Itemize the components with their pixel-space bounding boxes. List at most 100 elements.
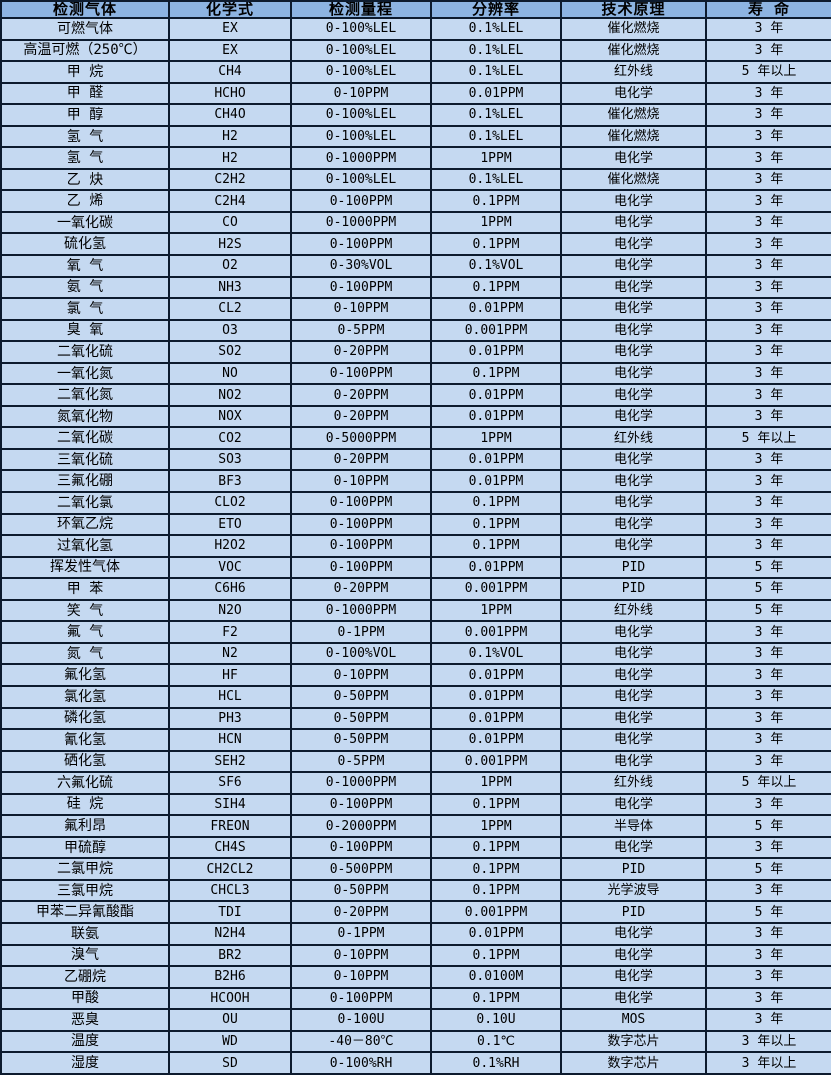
table-row: 氢 气 H2 0-1000PPM 1PPM 电化学 3 年 bbox=[0, 146, 831, 170]
cell-gas-name: 氢 气 bbox=[0, 146, 170, 170]
cell-chemical-formula: CO bbox=[168, 210, 292, 235]
table-row: 二氧化硫 SO2 0-20PPM 0.01PPM 电化学 3 年 bbox=[0, 340, 831, 364]
cell-lifespan: 3 年 bbox=[705, 404, 831, 429]
cell-detection-range: 0-5PPM bbox=[290, 318, 432, 343]
cell-chemical-formula: HCHO bbox=[168, 81, 292, 106]
cell-technology-principle: 电化学 bbox=[560, 620, 707, 644]
cell-lifespan: 3 年以上 bbox=[705, 1051, 831, 1075]
cell-technology-principle: 电化学 bbox=[560, 361, 707, 386]
table-row: 甲苯二异氰酸酯 TDI 0-20PPM 0.001PPM PID 5 年 bbox=[0, 900, 831, 924]
cell-technology-principle: 光学波导 bbox=[560, 878, 707, 903]
cell-resolution: 1PPM bbox=[430, 598, 562, 623]
cell-chemical-formula: CH4S bbox=[168, 835, 292, 860]
table-row: 六氟化硫 SF6 0-1000PPM 1PPM 红外线 5 年以上 bbox=[0, 771, 831, 795]
cell-lifespan: 3 年 bbox=[705, 124, 831, 149]
cell-chemical-formula: WD bbox=[168, 1029, 292, 1054]
cell-gas-name: 甲 苯 bbox=[0, 577, 170, 601]
column-header-detection-range: 检测量程 bbox=[290, 0, 432, 19]
cell-gas-name: 氨 气 bbox=[0, 275, 170, 300]
table-row: 环氧乙烷 ETO 0-100PPM 0.1PPM 电化学 3 年 bbox=[0, 512, 831, 537]
cell-technology-principle: 催化燃烧 bbox=[560, 103, 707, 127]
cell-chemical-formula: OU bbox=[168, 1008, 292, 1032]
cell-chemical-formula: EX bbox=[168, 38, 292, 63]
cell-chemical-formula: CO2 bbox=[168, 426, 292, 450]
cell-technology-principle: 电化学 bbox=[560, 297, 707, 321]
cell-lifespan: 3 年 bbox=[705, 146, 831, 170]
cell-chemical-formula: VOC bbox=[168, 555, 292, 580]
cell-detection-range: 0-100PPM bbox=[290, 275, 432, 300]
cell-technology-principle: 电化学 bbox=[560, 943, 707, 968]
cell-detection-range: 0-10PPM bbox=[290, 965, 432, 989]
cell-chemical-formula: EX bbox=[168, 17, 292, 41]
cell-gas-name: 挥发性气体 bbox=[0, 555, 170, 580]
column-header-chemical-formula: 化学式 bbox=[168, 0, 292, 19]
cell-lifespan: 3 年 bbox=[705, 189, 831, 213]
cell-gas-name: 恶臭 bbox=[0, 1008, 170, 1032]
cell-detection-range: 0-1000PPM bbox=[290, 598, 432, 623]
cell-detection-range: 0-2000PPM bbox=[290, 814, 432, 838]
cell-gas-name: 湿度 bbox=[0, 1051, 170, 1075]
cell-detection-range: -40－80℃ bbox=[290, 1029, 432, 1054]
cell-gas-name: 氰化氢 bbox=[0, 728, 170, 752]
cell-resolution: 0.1%LEL bbox=[430, 17, 562, 41]
cell-detection-range: 0-1000PPM bbox=[290, 210, 432, 235]
cell-lifespan: 3 年 bbox=[705, 792, 831, 817]
cell-lifespan: 5 年以上 bbox=[705, 771, 831, 795]
table-row: 三氟化硼 BF3 0-10PPM 0.01PPM 电化学 3 年 bbox=[0, 469, 831, 494]
cell-detection-range: 0-20PPM bbox=[290, 383, 432, 407]
cell-lifespan: 3 年 bbox=[705, 254, 831, 278]
cell-chemical-formula: FREON bbox=[168, 814, 292, 838]
cell-lifespan: 3 年 bbox=[705, 943, 831, 968]
cell-lifespan: 3 年 bbox=[705, 749, 831, 774]
cell-resolution: 0.01PPM bbox=[430, 684, 562, 709]
cell-gas-name: 二氧化碳 bbox=[0, 426, 170, 450]
cell-detection-range: 0-1000PPM bbox=[290, 146, 432, 170]
cell-detection-range: 0-20PPM bbox=[290, 900, 432, 924]
cell-lifespan: 5 年以上 bbox=[705, 426, 831, 450]
cell-resolution: 0.001PPM bbox=[430, 577, 562, 601]
cell-technology-principle: 电化学 bbox=[560, 965, 707, 989]
cell-resolution: 0.1PPM bbox=[430, 792, 562, 817]
cell-lifespan: 3 年 bbox=[705, 232, 831, 256]
cell-technology-principle: 催化燃烧 bbox=[560, 38, 707, 63]
table-row: 乙 烯 C2H4 0-100PPM 0.1PPM 电化学 3 年 bbox=[0, 189, 831, 213]
cell-resolution: 0.0100M bbox=[430, 965, 562, 989]
table-row: 臭 氧 O3 0-5PPM 0.001PPM 电化学 3 年 bbox=[0, 318, 831, 343]
cell-gas-name: 乙 炔 bbox=[0, 167, 170, 192]
cell-resolution: 0.001PPM bbox=[430, 749, 562, 774]
cell-technology-principle: 电化学 bbox=[560, 318, 707, 343]
cell-technology-principle: 电化学 bbox=[560, 728, 707, 752]
cell-technology-principle: 电化学 bbox=[560, 491, 707, 515]
cell-chemical-formula: N2 bbox=[168, 641, 292, 666]
cell-lifespan: 3 年 bbox=[705, 641, 831, 666]
cell-chemical-formula: BR2 bbox=[168, 943, 292, 968]
cell-lifespan: 3 年 bbox=[705, 878, 831, 903]
cell-gas-name: 一氧化氮 bbox=[0, 361, 170, 386]
cell-chemical-formula: NH3 bbox=[168, 275, 292, 300]
cell-detection-range: 0-1000PPM bbox=[290, 771, 432, 795]
cell-gas-name: 一氧化碳 bbox=[0, 210, 170, 235]
cell-lifespan: 3 年 bbox=[705, 340, 831, 364]
cell-detection-range: 0-100%LEL bbox=[290, 38, 432, 63]
cell-technology-principle: 电化学 bbox=[560, 447, 707, 472]
cell-lifespan: 5 年 bbox=[705, 598, 831, 623]
column-header-lifespan: 寿 命 bbox=[705, 0, 831, 19]
cell-lifespan: 3 年 bbox=[705, 469, 831, 494]
cell-detection-range: 0-10PPM bbox=[290, 297, 432, 321]
cell-lifespan: 3 年 bbox=[705, 965, 831, 989]
cell-resolution: 0.10U bbox=[430, 1008, 562, 1032]
cell-chemical-formula: PH3 bbox=[168, 706, 292, 731]
cell-lifespan: 5 年 bbox=[705, 577, 831, 601]
cell-lifespan: 3 年 bbox=[705, 383, 831, 407]
cell-chemical-formula: H2 bbox=[168, 124, 292, 149]
cell-detection-range: 0-100PPM bbox=[290, 792, 432, 817]
cell-chemical-formula: CH4O bbox=[168, 103, 292, 127]
cell-technology-principle: 红外线 bbox=[560, 598, 707, 623]
cell-chemical-formula: SO2 bbox=[168, 340, 292, 364]
table-row: 二氧化氮 NO2 0-20PPM 0.01PPM 电化学 3 年 bbox=[0, 383, 831, 407]
cell-detection-range: 0-100PPM bbox=[290, 361, 432, 386]
cell-chemical-formula: HCL bbox=[168, 684, 292, 709]
table-row: 乙 炔 C2H2 0-100%LEL 0.1%LEL 催化燃烧 3 年 bbox=[0, 167, 831, 192]
cell-chemical-formula: SD bbox=[168, 1051, 292, 1075]
cell-resolution: 0.01PPM bbox=[430, 340, 562, 364]
